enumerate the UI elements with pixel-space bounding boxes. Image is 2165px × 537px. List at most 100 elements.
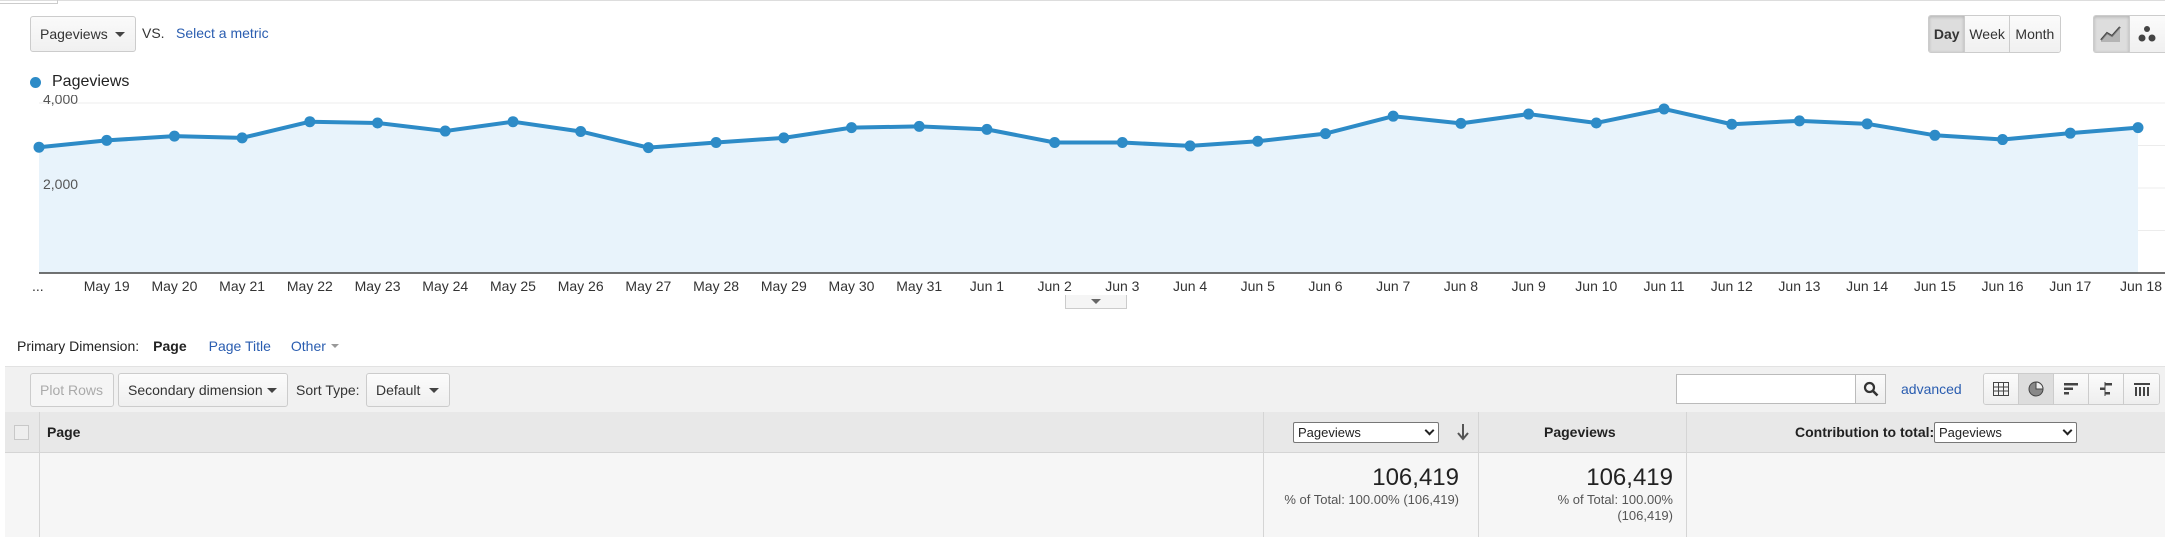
chevron-down-icon <box>330 344 339 348</box>
chevron-down-icon <box>2062 425 2073 436</box>
data-point <box>1793 115 1805 127</box>
data-point <box>1184 140 1196 152</box>
data-point <box>1726 118 1738 130</box>
x-tick-label: Jun 15 <box>1914 278 1956 294</box>
data-point <box>1049 137 1061 149</box>
plot-rows-button[interactable]: Plot Rows <box>30 373 114 407</box>
dimension-other-label: Other <box>290 338 326 354</box>
x-tick-label: ... <box>32 278 44 294</box>
x-tick-label: May 25 <box>490 278 536 294</box>
data-point <box>1861 118 1873 130</box>
collapse-triangle-icon <box>1091 299 1101 304</box>
metric-select[interactable]: Pageviews <box>30 16 136 52</box>
data-point <box>304 116 316 128</box>
performance-view-icon[interactable] <box>2054 374 2089 404</box>
table-view-icon[interactable] <box>1984 374 2019 404</box>
advanced-link[interactable]: advanced <box>1901 381 1962 397</box>
column-page[interactable]: Page <box>47 424 81 440</box>
total-value-primary: 106,419 <box>1372 464 1459 491</box>
x-tick-label: Jun 9 <box>1511 278 1545 294</box>
select-metric-link[interactable]: Select a metric <box>176 25 269 41</box>
data-point <box>1658 103 1670 115</box>
column-divider <box>1686 412 1687 452</box>
week-button[interactable]: Week <box>1965 16 2010 52</box>
x-tick-label: Jun 18 <box>2120 278 2162 294</box>
sort-type-value: Default <box>376 382 421 398</box>
x-tick-label: Jun 3 <box>1105 278 1139 294</box>
secondary-dimension-select[interactable]: Secondary dimension <box>118 373 288 407</box>
select-all-checkbox[interactable] <box>14 425 29 440</box>
chart-collapse-handle[interactable] <box>1065 295 1127 309</box>
chart-type-buttons <box>2093 15 2165 53</box>
pivot-view-icon[interactable] <box>2124 374 2159 404</box>
x-tick-label: Jun 8 <box>1444 278 1478 294</box>
data-point <box>372 117 384 129</box>
data-point <box>913 120 925 132</box>
pie-view-icon[interactable] <box>2019 374 2054 404</box>
motion-chart-icon[interactable] <box>2129 16 2165 52</box>
x-tick-label: Jun 16 <box>1982 278 2024 294</box>
x-tick-label: May 31 <box>896 278 942 294</box>
chevron-down-icon <box>115 32 125 37</box>
line-chart-icon[interactable] <box>2094 16 2130 52</box>
y-tick-label: 4,000 <box>43 95 78 107</box>
x-tick-label: May 30 <box>829 278 875 294</box>
total-percent-primary: % of Total: 100.00% (106,419) <box>1284 492 1459 507</box>
x-tick-label: Jun 1 <box>970 278 1004 294</box>
column-divider <box>1478 412 1479 452</box>
total-count-pageviews: (106,419) <box>1617 508 1673 523</box>
data-point <box>168 130 180 142</box>
chevron-down-icon <box>429 388 439 393</box>
comparison-view-icon[interactable] <box>2089 374 2124 404</box>
x-tick-label: Jun 2 <box>1038 278 1072 294</box>
data-point <box>236 132 248 144</box>
data-point <box>642 142 654 154</box>
vs-label: VS. <box>142 25 165 41</box>
period-buttons: Day Week Month <box>1928 15 2061 53</box>
dimension-page[interactable]: Page <box>153 338 187 354</box>
x-tick-label: Jun 4 <box>1173 278 1207 294</box>
view-buttons <box>1983 373 2160 405</box>
x-tick-label: May 20 <box>151 278 197 294</box>
day-button[interactable]: Day <box>1929 16 1966 52</box>
contribution-label: Contribution to total: <box>1795 424 1935 440</box>
data-point <box>101 134 113 146</box>
data-point <box>2132 122 2144 134</box>
search-icon[interactable] <box>1855 374 1886 404</box>
dimension-other[interactable]: Other <box>291 338 339 354</box>
sort-descending-icon[interactable] <box>1457 423 1469 445</box>
x-tick-label: Jun 14 <box>1846 278 1888 294</box>
area-fill <box>39 108 2138 273</box>
x-tick-label: May 27 <box>625 278 671 294</box>
table-search-input[interactable] <box>1676 374 1856 404</box>
data-point <box>981 123 993 135</box>
data-point <box>1997 134 2009 146</box>
metric-column-select[interactable]: Pageviews <box>1293 422 1439 443</box>
data-point <box>1523 108 1535 120</box>
x-tick-label: Jun 7 <box>1376 278 1410 294</box>
data-point <box>507 116 519 128</box>
sort-type-select[interactable]: Default <box>366 373 450 407</box>
x-tick-label: Jun 13 <box>1778 278 1820 294</box>
contribution-select[interactable]: Pageviews <box>1934 422 2077 443</box>
x-tick-label: May 19 <box>84 278 130 294</box>
total-value-pageviews: 106,419 <box>1586 464 1673 491</box>
legend-dot <box>30 77 41 88</box>
dimension-page-title[interactable]: Page Title <box>208 338 271 354</box>
sort-type-label: Sort Type: <box>296 382 360 398</box>
secondary-dimension-label: Secondary dimension <box>128 382 263 398</box>
data-point <box>1455 117 1467 129</box>
data-point <box>778 132 790 144</box>
series-line-pageviews <box>38 106 2139 150</box>
month-button[interactable]: Month <box>2009 16 2060 52</box>
y-tick-label: 2,000 <box>43 176 78 192</box>
x-tick-label: Jun 6 <box>1308 278 1342 294</box>
line-chart: 4,000 2,000... May 19 May 20 May 21 May 22 May… <box>32 95 2165 294</box>
data-point <box>1387 110 1399 122</box>
x-tick-label: Jun 5 <box>1241 278 1275 294</box>
chevron-down-icon <box>267 388 277 393</box>
table-toolbar: Plot Rows Secondary dimension Sort Type:… <box>5 366 2165 412</box>
tab-edge <box>0 0 58 4</box>
column-pageviews[interactable]: Pageviews <box>1544 424 1616 440</box>
top-border <box>0 0 2165 4</box>
